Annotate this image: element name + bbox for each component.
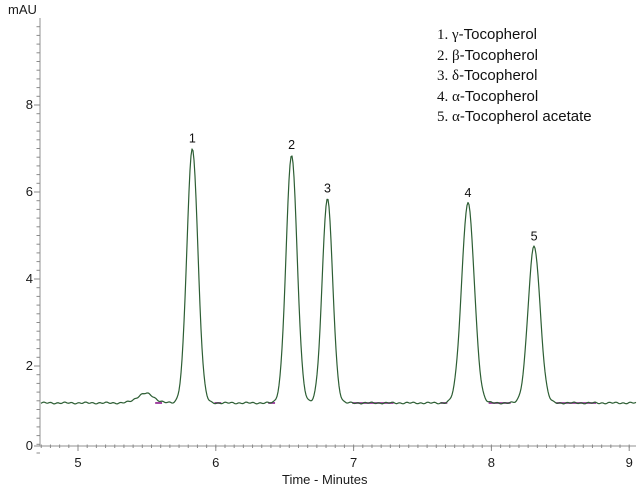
trace-group bbox=[40, 148, 637, 405]
axes bbox=[34, 18, 636, 454]
y-tick-label: 4 bbox=[26, 271, 33, 286]
peak-label-4: 4 bbox=[464, 186, 471, 200]
axis-tick-labels: 5 6 7 8 9 0 2 4 6 8 bbox=[26, 97, 633, 470]
legend-item-3: 3. δ-Tocopherol bbox=[437, 66, 592, 87]
legend-item-greek-letter: β bbox=[452, 47, 460, 64]
chromatogram-trace bbox=[40, 148, 637, 405]
peak-label-3: 3 bbox=[324, 182, 331, 196]
x-tick-label: 5 bbox=[74, 455, 81, 470]
peak-label-2: 2 bbox=[288, 138, 295, 152]
y-tick-label: 6 bbox=[26, 184, 33, 199]
legend-item-number: 1. bbox=[437, 27, 452, 43]
x-tick-label: 8 bbox=[488, 455, 495, 470]
legend-item-compound: -Tocopherol bbox=[458, 26, 538, 43]
legend-item-compound: -Tocopherol acetate bbox=[459, 108, 592, 126]
legend-item-greek-letter: α bbox=[452, 109, 460, 126]
legend-item-greek-letter: γ bbox=[452, 27, 459, 43]
legend-item-4: 4. α-Tocopherol bbox=[437, 87, 592, 108]
x-tick-label: 9 bbox=[626, 455, 633, 470]
legend-item-5: 5. α-Tocopherol acetate bbox=[437, 107, 592, 128]
legend-item-compound: -Tocopherol bbox=[459, 67, 538, 85]
legend-item-1: 1. γ-Tocopherol bbox=[437, 25, 592, 46]
peak-number-labels: 1 2 3 4 5 bbox=[189, 132, 538, 244]
legend-item-number: 3. bbox=[437, 68, 452, 85]
x-tick-label: 7 bbox=[350, 455, 357, 470]
x-axis-title: Time - Minutes bbox=[282, 472, 368, 487]
legend-item-compound: -Tocopherol bbox=[459, 87, 539, 105]
legend-item-compound: -Tocopherol bbox=[459, 46, 539, 64]
legend-item-number: 2. bbox=[437, 47, 452, 64]
y-axis-unit-label: mAU bbox=[8, 2, 37, 17]
y-tick-label: 8 bbox=[26, 97, 33, 112]
y-tick-label: 2 bbox=[26, 358, 33, 373]
y-tick-label: 0 bbox=[26, 438, 33, 453]
legend-item-number: 5. bbox=[437, 109, 452, 126]
legend-item-greek-letter: α bbox=[452, 88, 460, 105]
legend-item-greek-letter: δ bbox=[452, 68, 460, 85]
peak-legend: 1. γ-Tocopherol 2. β-Tocopherol 3. δ-Tocop… bbox=[437, 25, 592, 128]
peak-label-1: 1 bbox=[189, 132, 196, 146]
peak-label-5: 5 bbox=[531, 229, 538, 243]
x-tick-label: 6 bbox=[212, 455, 219, 470]
legend-item-number: 4. bbox=[437, 88, 452, 105]
legend-item-2: 2. β-Tocopherol bbox=[437, 46, 592, 67]
